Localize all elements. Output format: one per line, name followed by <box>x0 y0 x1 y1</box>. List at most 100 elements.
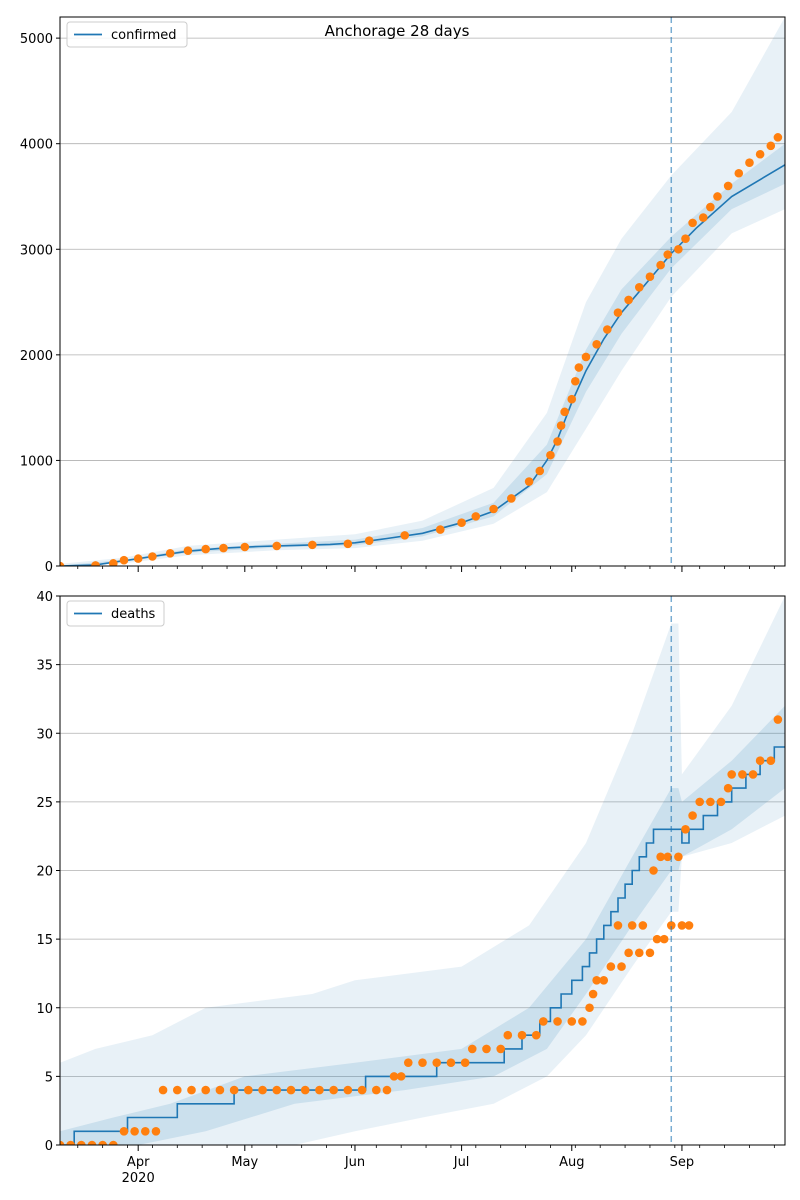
observed-point <box>698 213 708 222</box>
observed-point <box>723 783 733 793</box>
observed-point <box>535 466 545 476</box>
observed-point <box>567 394 577 404</box>
observed-point <box>389 1072 399 1081</box>
observed-point <box>371 1085 381 1095</box>
observed-point <box>201 1085 211 1095</box>
observed-point <box>172 1085 182 1095</box>
observed-point <box>471 512 481 521</box>
observed-point <box>258 1085 267 1095</box>
observed-point <box>382 1085 392 1095</box>
observed-point <box>723 181 733 191</box>
x-year-label: 2020 <box>122 1171 155 1186</box>
observed-point <box>343 1085 353 1095</box>
observed-point <box>603 325 612 334</box>
observed-point <box>300 1085 310 1095</box>
observed-point <box>496 1044 505 1054</box>
observed-point <box>567 1017 577 1026</box>
observed-point <box>681 825 690 834</box>
observed-point <box>215 1085 225 1095</box>
observed-point <box>706 797 715 807</box>
y-tick-label: 20 <box>36 865 53 880</box>
y-tick-label: 1000 <box>20 454 53 469</box>
inner-interval-band <box>60 705 785 1145</box>
observed-point <box>645 948 655 958</box>
observed-point <box>674 852 683 862</box>
y-tick-label: 15 <box>36 933 53 948</box>
observed-point <box>489 504 498 514</box>
observed-point <box>60 561 65 566</box>
observed-point <box>588 989 598 999</box>
observed-point <box>151 1126 161 1136</box>
observed-point <box>87 1140 97 1145</box>
observed-point <box>773 133 783 142</box>
legend-label: deaths <box>111 607 156 622</box>
observed-point <box>329 1085 338 1095</box>
observed-point <box>418 1058 427 1067</box>
observed-point <box>403 1058 413 1067</box>
observed-point <box>244 1085 253 1095</box>
y-tick-label: 10 <box>36 1002 53 1017</box>
observed-point <box>77 1140 86 1145</box>
observed-point <box>400 531 410 540</box>
observed-point <box>240 542 250 552</box>
observed-point <box>158 1085 168 1095</box>
observed-point <box>272 1085 282 1095</box>
observed-point <box>219 543 228 553</box>
observed-point <box>482 1044 491 1054</box>
plot-area <box>60 17 785 566</box>
y-tick-label: 5 <box>45 1070 53 1085</box>
observed-point <box>357 1085 367 1095</box>
observed-point <box>738 770 747 779</box>
observed-point <box>364 536 374 545</box>
observed-point <box>119 555 129 565</box>
confirmed-panel: 0 1000 2000 3000 4000 5000 confirmed <box>20 16 786 575</box>
x-tick-label: May <box>231 1155 258 1170</box>
x-tick-label: Jun <box>344 1155 365 1170</box>
observed-point <box>229 1085 239 1095</box>
observed-point <box>677 921 687 930</box>
outer-interval-band <box>60 596 785 1145</box>
observed-point <box>755 756 765 765</box>
x-tick-label: Sep <box>670 1155 695 1170</box>
observed-point <box>713 192 722 201</box>
observed-point <box>467 1044 477 1054</box>
observed-point <box>716 797 726 807</box>
observed-point <box>624 295 633 305</box>
observed-point <box>755 149 765 159</box>
y-tick-label: 0 <box>45 1139 53 1154</box>
observed-point <box>187 1085 196 1095</box>
observed-point <box>666 921 676 930</box>
observed-point <box>613 308 623 317</box>
observed-point <box>688 811 697 820</box>
observed-point <box>546 450 555 460</box>
observed-point <box>457 518 466 528</box>
observed-point <box>503 1030 513 1040</box>
observed-point <box>446 1058 456 1067</box>
observed-point <box>656 852 665 862</box>
observed-point <box>606 962 616 971</box>
observed-point <box>148 552 157 561</box>
y-tick-label: 25 <box>36 796 53 811</box>
observed-point <box>645 272 655 282</box>
observed-point <box>695 797 705 807</box>
y-tick-label: 4000 <box>20 138 53 153</box>
observed-point <box>315 1085 324 1095</box>
observed-point <box>681 234 690 244</box>
observed-point <box>656 260 665 270</box>
observed-point <box>531 1030 541 1040</box>
observed-point <box>109 1140 118 1145</box>
y-tick-label: 2000 <box>20 349 53 364</box>
observed-point <box>585 1003 594 1013</box>
observed-point <box>613 921 623 930</box>
observed-point <box>308 540 317 550</box>
y-tick-label: 3000 <box>20 243 53 258</box>
y-tick-label: 30 <box>36 727 53 742</box>
axes-frame <box>59 16 786 567</box>
chart-title: Anchorage 28 days <box>325 22 470 40</box>
observed-point <box>688 218 697 228</box>
observed-point <box>684 921 694 930</box>
observed-point <box>634 948 644 958</box>
